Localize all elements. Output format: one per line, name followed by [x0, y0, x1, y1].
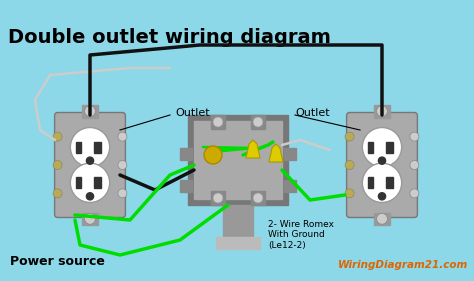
- Bar: [194, 121, 282, 199]
- Bar: [374, 105, 390, 117]
- Circle shape: [410, 189, 419, 198]
- Circle shape: [70, 163, 109, 203]
- Circle shape: [345, 160, 354, 169]
- Circle shape: [118, 189, 127, 198]
- Text: Power source: Power source: [10, 255, 105, 268]
- Text: Outlet: Outlet: [295, 108, 329, 118]
- Circle shape: [378, 157, 386, 164]
- Bar: [76, 177, 81, 188]
- Circle shape: [86, 193, 93, 200]
- Bar: [368, 177, 373, 188]
- Bar: [386, 177, 393, 188]
- Bar: [284, 180, 296, 192]
- Circle shape: [70, 128, 109, 167]
- Bar: [368, 142, 373, 153]
- Bar: [94, 177, 101, 188]
- Circle shape: [345, 189, 354, 198]
- Circle shape: [204, 146, 222, 164]
- Bar: [82, 212, 98, 225]
- Bar: [251, 191, 265, 205]
- Text: 2- Wire Romex
With Ground
(Le12-2): 2- Wire Romex With Ground (Le12-2): [268, 220, 334, 250]
- Circle shape: [213, 193, 223, 203]
- Circle shape: [362, 128, 401, 167]
- Text: WiringDiagram21.com: WiringDiagram21.com: [338, 260, 468, 270]
- Circle shape: [378, 193, 386, 200]
- Text: Double outlet wiring diagram: Double outlet wiring diagram: [8, 28, 331, 47]
- FancyBboxPatch shape: [346, 112, 418, 217]
- Bar: [188, 115, 288, 205]
- Circle shape: [118, 132, 127, 141]
- Bar: [94, 142, 101, 153]
- Bar: [374, 212, 390, 225]
- Circle shape: [84, 106, 95, 117]
- Circle shape: [53, 189, 62, 198]
- Polygon shape: [246, 140, 260, 158]
- Bar: [284, 148, 296, 160]
- Bar: [223, 205, 253, 240]
- Bar: [180, 180, 192, 192]
- Bar: [76, 142, 81, 153]
- Circle shape: [253, 193, 263, 203]
- Text: Outlet: Outlet: [175, 108, 210, 118]
- Circle shape: [253, 117, 263, 127]
- Polygon shape: [269, 144, 283, 162]
- Circle shape: [84, 213, 95, 224]
- Circle shape: [377, 213, 387, 224]
- Circle shape: [53, 132, 62, 141]
- Circle shape: [362, 163, 401, 203]
- Circle shape: [86, 157, 93, 164]
- Circle shape: [410, 132, 419, 141]
- Bar: [216, 237, 260, 249]
- Circle shape: [377, 106, 387, 117]
- Bar: [180, 148, 192, 160]
- FancyBboxPatch shape: [55, 112, 126, 217]
- Circle shape: [213, 117, 223, 127]
- Bar: [82, 105, 98, 117]
- Bar: [386, 142, 393, 153]
- Circle shape: [345, 132, 354, 141]
- Circle shape: [118, 160, 127, 169]
- Bar: [211, 115, 225, 129]
- Circle shape: [53, 160, 62, 169]
- Bar: [251, 115, 265, 129]
- Circle shape: [410, 160, 419, 169]
- Bar: [211, 191, 225, 205]
